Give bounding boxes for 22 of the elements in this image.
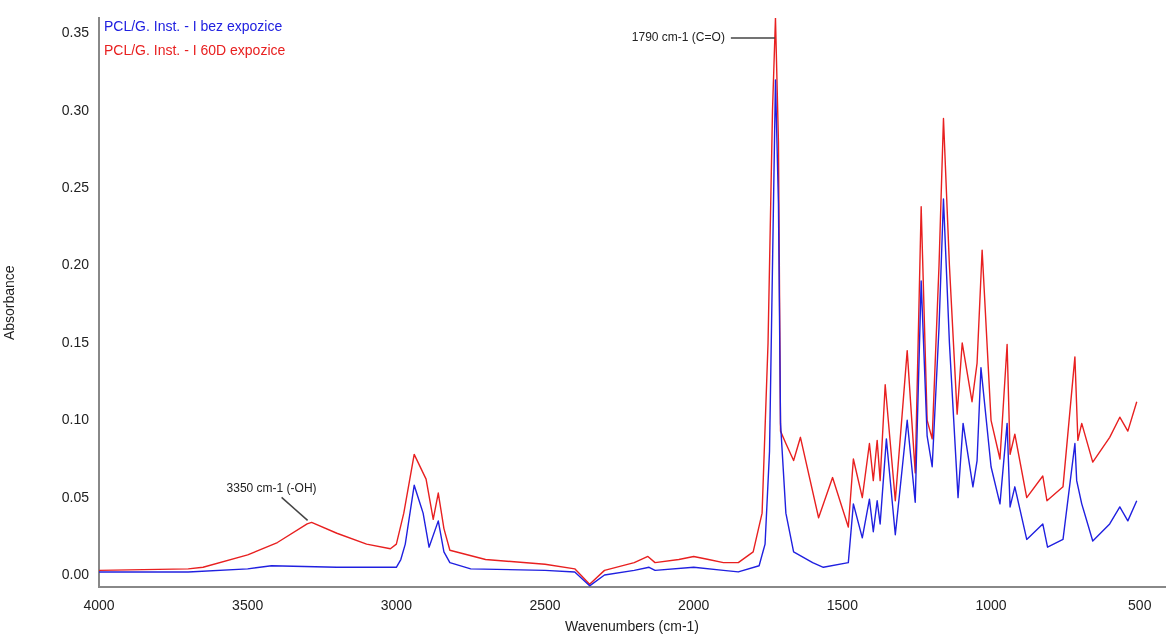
annotation: 1790 cm-1 (C=O) — [631, 30, 725, 45]
y-tick-label: 0.15 — [61, 333, 90, 350]
x-tick-label: 500 — [1128, 596, 1152, 613]
y-axis-title: Absorbance — [1, 265, 18, 341]
x-tick-label: 1500 — [826, 596, 859, 613]
y-tick-label: 0.00 — [61, 565, 90, 582]
y-tick-label: 0.30 — [61, 101, 90, 118]
x-tick-label: 3000 — [380, 596, 413, 613]
x-axis-title: Wavenumbers (cm-1) — [564, 618, 700, 635]
x-tick-label: 2500 — [529, 596, 561, 613]
y-tick-label: 0.05 — [61, 488, 90, 505]
y-tick-label: 0.20 — [61, 256, 90, 273]
x-tick-label: 4000 — [83, 596, 115, 613]
text: PCL/G. Inst. - I 60D expozice — [104, 41, 286, 58]
text: PCL/G. Inst. - I bez expozice — [104, 17, 283, 34]
y-tick-label: 0.35 — [61, 24, 90, 41]
annotation: 3350 cm-1 (-OH) — [226, 480, 317, 495]
x-tick-label: 2000 — [678, 596, 710, 613]
y-tick-label: 0.10 — [61, 411, 90, 428]
y-tick-label: 0.25 — [61, 179, 90, 196]
x-tick-label: 3500 — [232, 596, 264, 613]
x-tick-label: 1000 — [975, 596, 1007, 613]
